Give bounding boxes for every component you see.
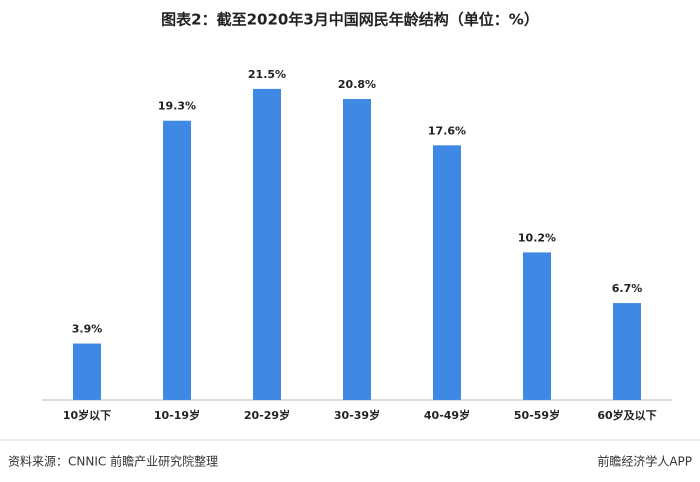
bar xyxy=(433,145,461,400)
x-tick-label: 10-19岁 xyxy=(154,408,200,422)
brand: 前瞻经济学人APP xyxy=(597,454,692,469)
data-label: 21.5% xyxy=(248,68,286,81)
x-tick-label: 40-49岁 xyxy=(424,408,470,422)
bar xyxy=(613,303,641,400)
x-tick-label: 10岁以下 xyxy=(63,408,111,422)
x-tick-label: 30-39岁 xyxy=(334,408,380,422)
chart-title: 图表2：截至2020年3月中国网民年龄结构（单位：%） xyxy=(161,11,539,29)
data-label: 6.7% xyxy=(612,282,643,295)
x-tick-label: 50-59岁 xyxy=(514,408,560,422)
x-tick-label: 20-29岁 xyxy=(244,408,290,422)
bar xyxy=(523,252,551,400)
bar xyxy=(73,343,101,400)
bar xyxy=(343,99,371,401)
x-tick-label: 60岁及以下 xyxy=(597,408,656,422)
data-label: 20.8% xyxy=(338,78,376,91)
bar xyxy=(253,88,281,401)
data-label: 17.6% xyxy=(428,124,466,137)
data-label: 3.9% xyxy=(72,323,103,336)
source-note: 资料来源：CNNIC 前瞻产业研究院整理 xyxy=(8,454,218,469)
bar xyxy=(163,120,191,400)
data-label: 19.3% xyxy=(158,100,196,113)
data-label: 10.2% xyxy=(518,231,556,244)
